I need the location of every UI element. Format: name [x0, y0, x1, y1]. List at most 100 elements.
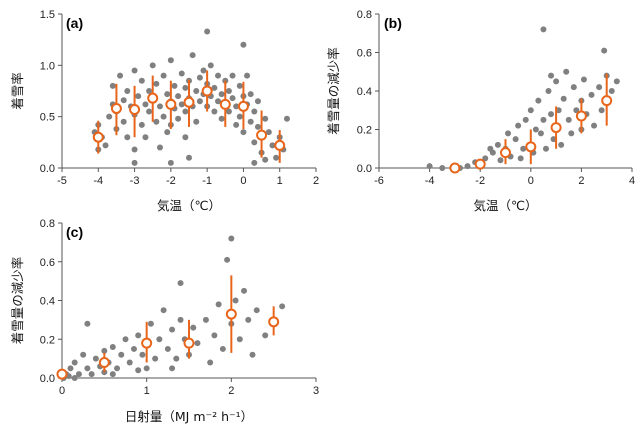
y-axis-label: 着雪量の減少率	[10, 257, 25, 345]
data-point	[540, 116, 547, 123]
data-point	[193, 118, 200, 125]
data-point	[241, 287, 248, 294]
data-point	[249, 351, 256, 358]
data-point	[146, 108, 153, 115]
data-point	[279, 303, 286, 310]
data-point	[532, 126, 539, 133]
data-point	[131, 146, 138, 153]
data-point	[186, 154, 192, 161]
data-point	[173, 355, 180, 362]
data-point	[233, 103, 240, 110]
y-tick-label: 1.0	[40, 60, 55, 72]
data-point	[88, 371, 95, 378]
data-point	[80, 351, 87, 358]
data-point	[135, 367, 142, 374]
x-tick-label: -4	[425, 175, 435, 187]
data-point	[182, 134, 189, 141]
data-point	[251, 159, 258, 166]
data-point	[563, 68, 570, 75]
data-point	[142, 101, 149, 108]
mean-marker	[225, 308, 237, 320]
data-point	[109, 344, 116, 350]
data-point	[596, 84, 603, 91]
data-point	[71, 359, 78, 366]
data-point	[224, 256, 231, 263]
data-point	[131, 67, 138, 74]
data-point	[548, 72, 555, 79]
data-point	[535, 97, 542, 104]
data-point	[207, 359, 214, 366]
data-point	[178, 101, 185, 108]
data-point	[520, 145, 527, 152]
x-tick-label: -2	[166, 175, 176, 187]
data-point	[233, 121, 240, 128]
data-point	[118, 351, 125, 358]
data-point	[211, 84, 218, 91]
data-point	[124, 134, 131, 141]
data-point	[548, 111, 555, 118]
mean-marker	[274, 139, 286, 151]
data-point	[143, 365, 150, 372]
data-point	[190, 324, 197, 331]
mean-marker	[575, 110, 587, 122]
mean-marker	[201, 85, 213, 97]
data-point	[175, 93, 182, 100]
x-tick-label: -5	[57, 175, 67, 187]
data-point	[175, 115, 182, 122]
data-point	[601, 47, 608, 54]
mean-marker	[500, 147, 511, 159]
panel-a: -5 -4 -3 -2 -1 0 1 2 0.0 0.5 1.0 1.5 (a) 気温（℃） 着雪率	[10, 9, 319, 213]
data-point	[138, 121, 145, 128]
data-point	[122, 336, 129, 343]
data-point	[515, 122, 522, 129]
mean-marker	[129, 103, 141, 115]
data-point	[152, 355, 159, 362]
data-point	[573, 107, 580, 114]
mean-marker	[183, 337, 195, 349]
mean-marker	[474, 158, 486, 170]
data-point	[527, 107, 534, 114]
data-point	[240, 129, 247, 136]
data-point	[608, 88, 615, 94]
data-point	[482, 155, 489, 162]
data-point	[560, 95, 567, 102]
x-tick-label: -1	[202, 175, 212, 187]
data-point	[522, 116, 529, 123]
data-point	[120, 97, 127, 104]
x-tick-label: 2	[228, 385, 234, 397]
data-point	[494, 141, 501, 148]
data-point	[426, 163, 433, 170]
panel-c: 0 1 2 3 0.0 0.2 0.4 0.6 0.8 (c) 日射量（MJ m⁻² h⁻¹） 着雪量…	[10, 218, 319, 424]
y-tick-label: 0.8	[357, 9, 372, 21]
data-point	[218, 115, 225, 122]
data-point	[71, 375, 78, 381]
data-point	[120, 118, 127, 125]
data-point	[254, 98, 261, 105]
data-point	[555, 107, 562, 114]
data-point	[164, 345, 171, 352]
data-point	[171, 82, 178, 89]
data-point	[164, 91, 171, 98]
x-tick-label: 3	[313, 385, 319, 397]
x-tick-label: -3	[130, 175, 140, 187]
data-point	[189, 52, 196, 59]
y-tick-label: 1.5	[40, 9, 55, 21]
mean-marker	[92, 131, 104, 143]
data-point	[167, 57, 174, 64]
data-point	[114, 365, 121, 372]
x-tick-label: -4	[93, 175, 103, 187]
data-point	[178, 70, 185, 77]
data-point	[169, 365, 176, 372]
mean-marker	[219, 98, 231, 110]
mean-marker	[110, 102, 122, 114]
y-tick-label: 0.6	[40, 257, 55, 269]
x-tick-label: 0	[528, 175, 534, 187]
mean-marker	[449, 162, 461, 174]
panel-label: (a)	[66, 15, 83, 31]
data-point	[142, 134, 149, 141]
data-point	[497, 157, 504, 164]
data-point	[196, 98, 203, 105]
x-tick-label: 4	[629, 175, 635, 187]
panel-b: -6 -4 -2 0 2 4 0.0 0.2 0.4 0.6 0.8 (b) 気温（℃） 着雪量の減少率	[326, 9, 635, 213]
